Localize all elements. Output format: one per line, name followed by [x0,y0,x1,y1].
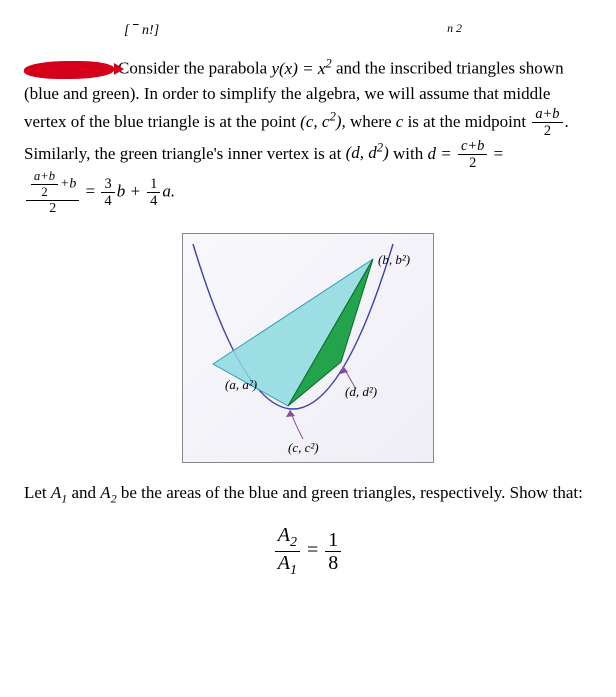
text: Let [24,483,51,502]
text: and [67,483,100,502]
nested-frac: a+b2+b 2 [26,170,79,215]
point-c: (c, c2) [300,112,341,131]
label-dd2: (d, d²) [345,384,377,399]
page-fragment-top: [ n!] n 2 [24,20,592,36]
frac-a2-a1: A2 A1 [275,525,300,578]
frac-1-8: 1 8 [325,530,341,573]
final-equation: A2 A1 = 1 8 [24,525,592,578]
equals: = [302,539,323,561]
a2: A2 [100,483,116,502]
label-bb2: (b, b²) [378,252,410,267]
paragraph-1: Consider the parabola y(x) = x2 and the … [24,54,592,216]
text: with [389,143,428,162]
redaction-mark [24,61,114,79]
label-cc2: (c, c²) [288,440,319,455]
frac-ab-2: a+b2 [532,107,562,139]
text: , where [341,112,395,131]
equation-parabola: y(x) = x2 [271,59,331,78]
frac-1-4: 14 [147,177,160,209]
text: is at the midpoint [403,112,530,131]
a1: A1 [51,483,67,502]
equals: = [81,182,99,201]
arrow-cc2-head [286,410,295,417]
b-plus: b + [117,182,145,201]
a-period: a. [162,182,175,201]
paragraph-2: Let A1 and A2 be the areas of the blue a… [24,480,592,508]
parabola-figure: (a, a²) (b, b²) (c, c²) (d, d²) [182,233,434,463]
text: Consider the parabola [118,59,271,78]
d-equals: d = [428,143,456,162]
frac-cb-2: c+b2 [458,139,487,171]
label-aa2: (a, a²) [225,377,257,392]
frac-3-4: 34 [101,177,114,209]
text: be the areas of the blue and green trian… [117,483,583,502]
point-d: (d, d2) [346,143,389,162]
equals: = [489,143,503,162]
